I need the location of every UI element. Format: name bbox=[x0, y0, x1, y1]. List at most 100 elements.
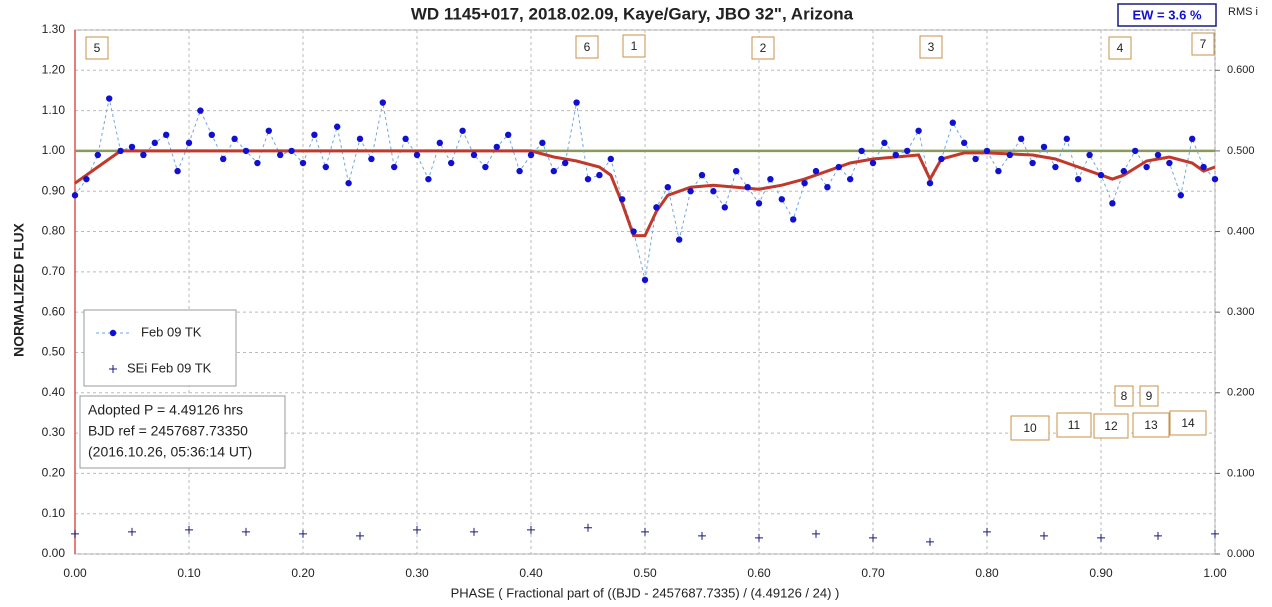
sei-point bbox=[299, 529, 307, 538]
sei-point bbox=[1154, 531, 1162, 540]
x-tick-label: 0.90 bbox=[1089, 566, 1113, 580]
x-tick-label: 0.80 bbox=[975, 566, 999, 580]
data-point bbox=[128, 143, 136, 151]
data-point bbox=[949, 119, 956, 126]
data-point bbox=[94, 151, 102, 159]
legend-marker bbox=[109, 365, 117, 373]
data-point bbox=[630, 228, 637, 235]
phase-marker-label: 6 bbox=[584, 40, 591, 54]
data-point bbox=[1154, 151, 1162, 159]
x-tick-label: 0.50 bbox=[633, 566, 657, 580]
data-point bbox=[698, 171, 706, 179]
phase-marker-label: 11 bbox=[1068, 418, 1081, 432]
y-tick-label: 1.00 bbox=[42, 143, 66, 157]
data-point bbox=[812, 167, 820, 175]
data-point bbox=[539, 139, 546, 147]
x-tick-label: 0.10 bbox=[177, 566, 201, 580]
y2-tick-label: 0.000 bbox=[1227, 548, 1255, 560]
data-point bbox=[470, 151, 478, 159]
data-point bbox=[220, 155, 227, 163]
data-point bbox=[801, 179, 808, 187]
data-point bbox=[334, 123, 341, 130]
sei-point bbox=[242, 527, 250, 536]
sei-point bbox=[1211, 529, 1219, 538]
x-tick-label: 0.70 bbox=[861, 566, 885, 580]
data-point bbox=[1052, 163, 1059, 171]
sei-point bbox=[641, 527, 649, 536]
data-point bbox=[493, 143, 500, 151]
phase-marker-box bbox=[1139, 385, 1159, 407]
sei-point bbox=[926, 537, 934, 546]
data-point bbox=[972, 155, 979, 163]
data-point bbox=[881, 139, 888, 147]
data-point bbox=[562, 159, 569, 167]
data-point bbox=[938, 155, 945, 163]
phase-marker-label: 13 bbox=[1144, 418, 1158, 432]
x-tick-label: 0.00 bbox=[63, 566, 87, 580]
data-point bbox=[117, 147, 124, 155]
data-point bbox=[71, 192, 79, 199]
data-point bbox=[869, 159, 877, 167]
data-point bbox=[1040, 143, 1048, 151]
data-point bbox=[1029, 159, 1036, 167]
data-point bbox=[733, 167, 740, 175]
data-point bbox=[231, 135, 238, 143]
phase-marker-box bbox=[1169, 410, 1207, 436]
phase-marker-box bbox=[1093, 413, 1129, 439]
data-point bbox=[299, 159, 307, 167]
data-point bbox=[265, 127, 272, 134]
data-point bbox=[516, 167, 523, 175]
x-tick-label: 0.30 bbox=[405, 566, 429, 580]
y-tick-label: 0.40 bbox=[42, 385, 66, 399]
x-tick-label: 1.00 bbox=[1203, 566, 1227, 580]
phase-marker-box bbox=[1114, 385, 1134, 407]
data-point bbox=[710, 188, 717, 195]
sei-point bbox=[356, 531, 364, 540]
data-point bbox=[1177, 192, 1185, 199]
y2-tick-label: 0.400 bbox=[1227, 225, 1255, 237]
data-point bbox=[1143, 163, 1150, 171]
data-point bbox=[311, 131, 318, 138]
data-point bbox=[1075, 175, 1082, 183]
data-point bbox=[778, 196, 785, 203]
phase-marker-label: 1 bbox=[631, 39, 638, 53]
phase-marker-box bbox=[919, 35, 943, 59]
data-point bbox=[687, 188, 694, 195]
data-point bbox=[904, 147, 911, 155]
phase-marker-label: 10 bbox=[1023, 421, 1037, 435]
y-tick-label: 1.30 bbox=[42, 22, 66, 36]
data-point bbox=[174, 167, 181, 175]
data-point bbox=[641, 276, 649, 284]
data-point bbox=[1200, 163, 1207, 171]
data-point bbox=[664, 184, 671, 191]
data-point bbox=[653, 204, 660, 211]
data-point bbox=[527, 151, 535, 159]
data-point bbox=[482, 163, 489, 171]
phase-marker-box bbox=[1010, 415, 1050, 441]
legend-label: SEi Feb 09 TK bbox=[127, 360, 212, 375]
data-point bbox=[254, 159, 261, 167]
phase-marker-label: 2 bbox=[760, 41, 767, 55]
data-point bbox=[505, 131, 512, 138]
sei-point bbox=[185, 525, 193, 534]
phase-marker-label: 4 bbox=[1117, 41, 1124, 55]
data-point bbox=[368, 155, 375, 163]
ew-box bbox=[1117, 3, 1217, 27]
y2-tick-label: 0.100 bbox=[1227, 467, 1255, 479]
x-tick-label: 0.40 bbox=[519, 566, 543, 580]
sei-point bbox=[698, 531, 706, 540]
y-tick-label: 0.00 bbox=[42, 546, 66, 560]
data-point bbox=[926, 179, 934, 187]
phase-marker-box bbox=[1056, 412, 1092, 438]
chart-title: WD 1145+017, 2018.02.09, Kaye/Gary, JBO … bbox=[411, 4, 854, 23]
y2-tick-label: 0.600 bbox=[1227, 64, 1255, 76]
sei-point bbox=[983, 527, 991, 536]
sei-point bbox=[527, 525, 535, 534]
ew-label: EW = 3.6 % bbox=[1133, 7, 1202, 22]
data-point bbox=[744, 184, 751, 191]
sei-point bbox=[470, 527, 478, 536]
legend-box bbox=[83, 309, 237, 387]
data-point bbox=[1189, 135, 1196, 143]
data-point bbox=[790, 216, 797, 223]
